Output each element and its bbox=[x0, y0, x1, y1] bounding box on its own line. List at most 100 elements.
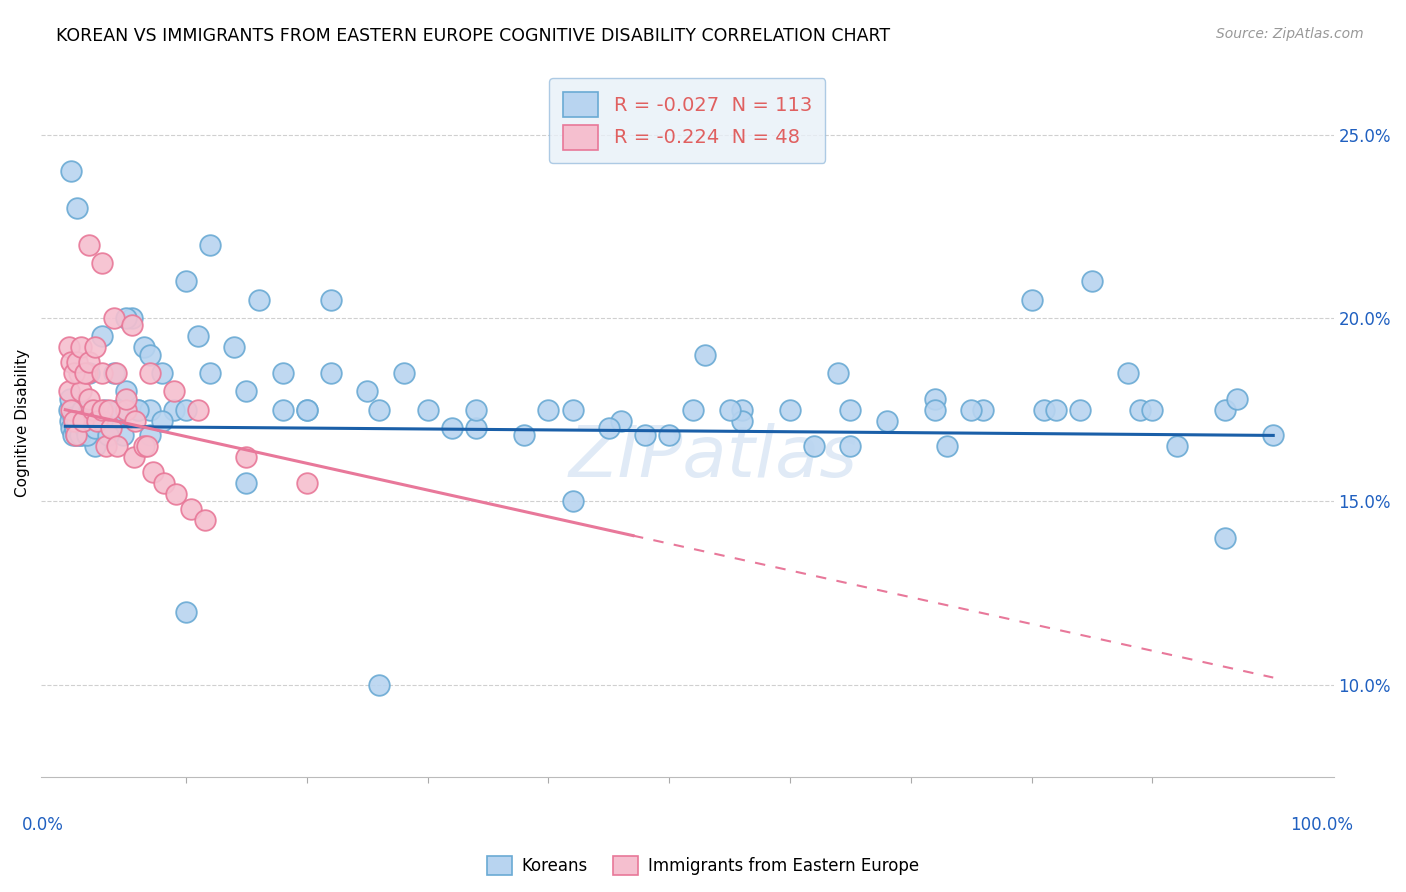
Point bbox=[839, 439, 862, 453]
Text: 100.0%: 100.0% bbox=[1291, 815, 1353, 833]
Point bbox=[60, 355, 83, 369]
Point bbox=[114, 311, 136, 326]
Point bbox=[440, 421, 463, 435]
Point bbox=[124, 414, 146, 428]
Point bbox=[1081, 274, 1104, 288]
Point bbox=[235, 476, 257, 491]
Point bbox=[1021, 293, 1043, 307]
Point bbox=[94, 402, 117, 417]
Point bbox=[82, 402, 104, 417]
Point bbox=[392, 366, 415, 380]
Point bbox=[187, 402, 209, 417]
Point bbox=[65, 428, 87, 442]
Point bbox=[368, 678, 391, 692]
Point bbox=[62, 410, 84, 425]
Point bbox=[936, 439, 959, 453]
Y-axis label: Cognitive Disability: Cognitive Disability bbox=[15, 349, 30, 497]
Point bbox=[97, 428, 120, 442]
Point bbox=[73, 421, 96, 435]
Point bbox=[731, 414, 754, 428]
Point bbox=[150, 414, 173, 428]
Point bbox=[972, 402, 994, 417]
Point bbox=[114, 392, 136, 406]
Point bbox=[73, 366, 96, 380]
Point bbox=[90, 421, 112, 435]
Point bbox=[66, 355, 89, 369]
Point bbox=[72, 410, 94, 425]
Point bbox=[174, 605, 197, 619]
Point bbox=[70, 340, 93, 354]
Point bbox=[114, 402, 136, 417]
Point bbox=[90, 329, 112, 343]
Point bbox=[174, 402, 197, 417]
Point bbox=[70, 384, 93, 399]
Point bbox=[60, 421, 83, 435]
Point bbox=[235, 384, 257, 399]
Point bbox=[153, 476, 176, 491]
Point bbox=[66, 402, 89, 417]
Point bbox=[465, 421, 488, 435]
Point bbox=[537, 402, 560, 417]
Point bbox=[112, 428, 135, 442]
Point bbox=[105, 366, 128, 380]
Point bbox=[63, 421, 86, 435]
Point bbox=[634, 428, 657, 442]
Point bbox=[84, 421, 107, 435]
Point bbox=[1166, 439, 1188, 453]
Point bbox=[79, 355, 101, 369]
Point bbox=[295, 476, 318, 491]
Point bbox=[180, 501, 202, 516]
Point bbox=[924, 392, 946, 406]
Point bbox=[73, 421, 96, 435]
Point bbox=[139, 348, 162, 362]
Point bbox=[416, 402, 439, 417]
Point bbox=[66, 414, 89, 428]
Point bbox=[295, 402, 318, 417]
Point bbox=[194, 513, 217, 527]
Point bbox=[103, 366, 125, 380]
Text: ZIPatlas: ZIPatlas bbox=[568, 424, 858, 492]
Point bbox=[90, 366, 112, 380]
Point bbox=[84, 340, 107, 354]
Point bbox=[1032, 402, 1054, 417]
Point bbox=[139, 428, 162, 442]
Point bbox=[76, 428, 98, 442]
Point bbox=[114, 384, 136, 399]
Point bbox=[718, 402, 741, 417]
Point bbox=[58, 340, 80, 354]
Point bbox=[561, 402, 583, 417]
Text: KOREAN VS IMMIGRANTS FROM EASTERN EUROPE COGNITIVE DISABILITY CORRELATION CHART: KOREAN VS IMMIGRANTS FROM EASTERN EUROPE… bbox=[56, 27, 890, 45]
Point bbox=[319, 366, 342, 380]
Point bbox=[839, 402, 862, 417]
Point bbox=[200, 366, 222, 380]
Point bbox=[960, 402, 983, 417]
Point bbox=[187, 329, 209, 343]
Point bbox=[139, 402, 162, 417]
Text: Source: ZipAtlas.com: Source: ZipAtlas.com bbox=[1216, 27, 1364, 41]
Point bbox=[80, 421, 103, 435]
Point bbox=[598, 421, 620, 435]
Point bbox=[90, 402, 112, 417]
Point bbox=[876, 414, 898, 428]
Point bbox=[105, 439, 128, 453]
Point bbox=[136, 439, 159, 453]
Point bbox=[368, 402, 391, 417]
Point bbox=[827, 366, 849, 380]
Point bbox=[924, 402, 946, 417]
Point bbox=[224, 340, 246, 354]
Point bbox=[59, 392, 82, 406]
Point bbox=[1213, 402, 1236, 417]
Point bbox=[142, 465, 165, 479]
Point bbox=[96, 428, 118, 442]
Point bbox=[62, 428, 84, 442]
Point bbox=[66, 201, 89, 215]
Point bbox=[79, 392, 101, 406]
Point bbox=[69, 421, 91, 435]
Point bbox=[356, 788, 378, 802]
Point bbox=[165, 487, 187, 501]
Point bbox=[58, 402, 80, 417]
Point bbox=[295, 402, 318, 417]
Point bbox=[103, 311, 125, 326]
Point bbox=[97, 402, 120, 417]
Point bbox=[59, 414, 82, 428]
